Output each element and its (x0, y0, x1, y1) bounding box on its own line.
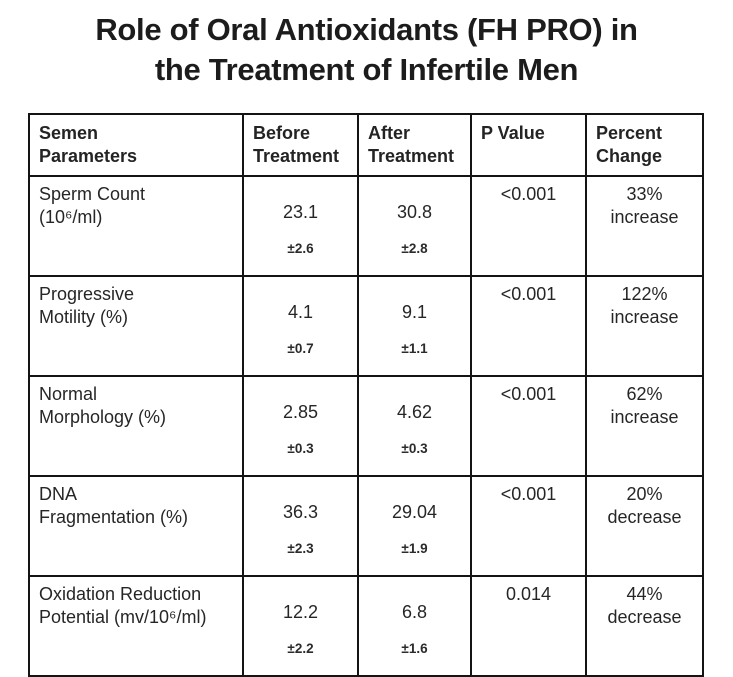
after-treatment-cell: 30.8 ±2.8 (357, 175, 472, 277)
infographic-page: { "title": "Role of Oral Antioxidants (F… (28, 12, 704, 677)
col-header-p-value: P Value (470, 113, 587, 177)
before-treatment-cell: 2.85 ±0.3 (242, 375, 359, 477)
percent-change: 62% increase (585, 375, 704, 477)
page-title: Role of Oral Antioxidants (FH PRO) in th… (95, 12, 638, 87)
after-sd: ±1.9 (401, 541, 428, 556)
before-sd: ±2.2 (287, 641, 314, 656)
table-row-progressive-motility: Progressive Motility (%) 4.1 ±0.7 9.1 ±1… (28, 275, 704, 377)
percent-change: 122% increase (585, 275, 704, 377)
before-sd: ±0.3 (287, 441, 314, 456)
before-value: 12.2 (282, 602, 319, 622)
before-treatment-cell: 4.1 ±0.7 (242, 275, 359, 377)
after-value: 6.8 (401, 602, 428, 622)
before-value: 36.3 (282, 502, 319, 522)
p-value: <0.001 (470, 275, 587, 377)
after-value: 30.8 (396, 202, 433, 222)
after-value: 9.1 (401, 302, 428, 322)
results-table: Semen Parameters Before Treatment After … (28, 113, 704, 677)
table-header-row: Semen Parameters Before Treatment After … (28, 113, 704, 177)
before-treatment-cell: 36.3 ±2.3 (242, 475, 359, 577)
parameter-label: Oxidation Reduction Potential (mv/10⁶/ml… (28, 575, 244, 677)
after-value: 4.62 (396, 402, 433, 422)
p-value: <0.001 (470, 475, 587, 577)
parameter-label: Normal Morphology (%) (28, 375, 244, 477)
after-sd: ±1.6 (401, 641, 428, 656)
col-header-semen-parameters: Semen Parameters (28, 113, 244, 177)
after-treatment-cell: 29.04 ±1.9 (357, 475, 472, 577)
after-treatment-cell: 9.1 ±1.1 (357, 275, 472, 377)
parameter-label: Progressive Motility (%) (28, 275, 244, 377)
after-sd: ±2.8 (401, 241, 428, 256)
before-value: 4.1 (287, 302, 314, 322)
col-header-after-treatment: After Treatment (357, 113, 472, 177)
col-header-percent-change: Percent Change (585, 113, 704, 177)
before-treatment-cell: 12.2 ±2.2 (242, 575, 359, 677)
after-treatment-cell: 4.62 ±0.3 (357, 375, 472, 477)
before-sd: ±0.7 (287, 341, 314, 356)
after-value: 29.04 (391, 502, 438, 522)
table-row-normal-morphology: Normal Morphology (%) 2.85 ±0.3 4.62 ±0.… (28, 375, 704, 477)
table-row-oxidation-reduction-potential: Oxidation Reduction Potential (mv/10⁶/ml… (28, 575, 704, 677)
percent-change: 20% decrease (585, 475, 704, 577)
before-sd: ±2.6 (287, 241, 314, 256)
p-value: <0.001 (470, 375, 587, 477)
before-value: 23.1 (282, 202, 319, 222)
parameter-label: DNA Fragmentation (%) (28, 475, 244, 577)
after-treatment-cell: 6.8 ±1.6 (357, 575, 472, 677)
col-header-before-treatment: Before Treatment (242, 113, 359, 177)
percent-change: 44% decrease (585, 575, 704, 677)
after-sd: ±1.1 (401, 341, 428, 356)
percent-change: 33% increase (585, 175, 704, 277)
before-treatment-cell: 23.1 ±2.6 (242, 175, 359, 277)
p-value: 0.014 (470, 575, 587, 677)
table-row-dna-fragmentation: DNA Fragmentation (%) 36.3 ±2.3 29.04 ±1… (28, 475, 704, 577)
after-sd: ±0.3 (401, 441, 428, 456)
p-value: <0.001 (470, 175, 587, 277)
before-value: 2.85 (282, 402, 319, 422)
before-sd: ±2.3 (287, 541, 314, 556)
table-row-sperm-count: Sperm Count (10⁶/ml) 23.1 ±2.6 30.8 ±2.8… (28, 175, 704, 277)
parameter-label: Sperm Count (10⁶/ml) (28, 175, 244, 277)
